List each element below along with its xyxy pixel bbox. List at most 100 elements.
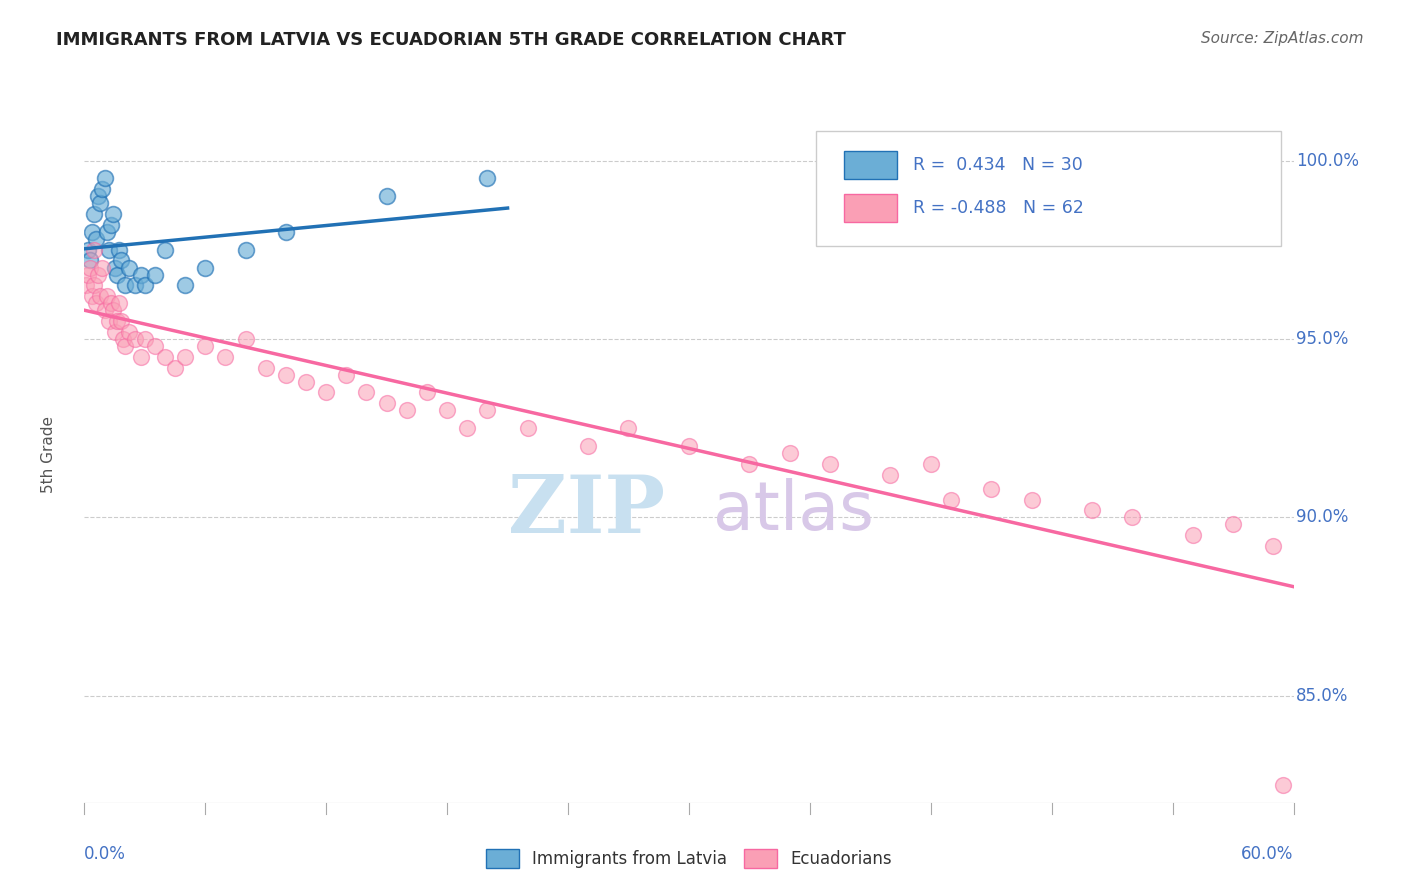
Point [118, 260, 141, 275]
Point [93, 303, 115, 318]
Point [110, 253, 132, 268]
Point [395, 403, 418, 417]
Point [93, 171, 115, 186]
Point [82, 225, 104, 239]
Point [1121, 510, 1143, 524]
Point [456, 421, 478, 435]
Text: 95.0%: 95.0% [1296, 330, 1348, 348]
Point [153, 243, 176, 257]
FancyBboxPatch shape [844, 194, 897, 222]
Point [77, 268, 100, 282]
Point [1263, 539, 1285, 553]
Point [516, 421, 538, 435]
Point [111, 332, 134, 346]
Point [295, 375, 318, 389]
Point [89, 289, 111, 303]
Point [1181, 528, 1204, 542]
Text: IMMIGRANTS FROM LATVIA VS ECUADORIAN 5TH GRADE CORRELATION CHART: IMMIGRANTS FROM LATVIA VS ECUADORIAN 5TH… [56, 31, 846, 49]
Point [375, 189, 398, 203]
Point [101, 207, 124, 221]
Point [104, 260, 127, 275]
Point [124, 278, 146, 293]
FancyBboxPatch shape [844, 151, 897, 178]
Point [89, 196, 111, 211]
Point [617, 421, 640, 435]
Point [87, 189, 110, 203]
Point [114, 339, 136, 353]
Point [75, 278, 97, 293]
Point [77, 243, 100, 257]
Text: ZIP: ZIP [508, 472, 665, 549]
Point [477, 171, 499, 186]
Point [274, 225, 297, 239]
Text: Source: ZipAtlas.com: Source: ZipAtlas.com [1201, 31, 1364, 46]
Point [91, 182, 114, 196]
Point [129, 350, 152, 364]
Point [315, 385, 337, 400]
Point [100, 218, 122, 232]
Point [104, 325, 127, 339]
Point [254, 360, 277, 375]
Point [91, 260, 114, 275]
Point [678, 439, 700, 453]
Text: atlas: atlas [713, 477, 875, 543]
Point [214, 350, 236, 364]
Point [86, 296, 108, 310]
Point [83, 243, 105, 257]
Point [129, 268, 152, 282]
Point [174, 350, 197, 364]
Point [79, 253, 101, 268]
Text: 85.0%: 85.0% [1296, 687, 1348, 705]
Legend: Immigrants from Latvia, Ecuadorians: Immigrants from Latvia, Ecuadorians [479, 842, 898, 874]
Point [143, 268, 166, 282]
Point [1222, 517, 1244, 532]
Text: R =  0.434   N = 30: R = 0.434 N = 30 [912, 156, 1083, 174]
Point [86, 232, 108, 246]
Point [576, 439, 599, 453]
Point [107, 296, 129, 310]
Point [375, 396, 398, 410]
Point [105, 268, 128, 282]
Point [416, 385, 439, 400]
Point [980, 482, 1002, 496]
Point [153, 350, 176, 364]
Point [134, 332, 156, 346]
Point [235, 243, 257, 257]
Point [165, 360, 187, 375]
Point [1272, 778, 1295, 792]
Point [477, 403, 499, 417]
Text: 60.0%: 60.0% [1241, 845, 1294, 863]
Point [335, 368, 357, 382]
Point [356, 385, 378, 400]
Text: 90.0%: 90.0% [1296, 508, 1348, 526]
Point [114, 278, 136, 293]
Point [105, 314, 128, 328]
Point [194, 260, 217, 275]
Text: 100.0%: 100.0% [1296, 152, 1360, 169]
Point [118, 325, 141, 339]
Point [96, 289, 118, 303]
Point [738, 457, 761, 471]
Point [100, 296, 122, 310]
Point [939, 492, 962, 507]
Point [82, 289, 104, 303]
FancyBboxPatch shape [815, 131, 1281, 246]
Point [235, 332, 257, 346]
Point [1021, 492, 1043, 507]
Point [1081, 503, 1104, 517]
Point [101, 303, 124, 318]
Point [97, 314, 120, 328]
Point [879, 467, 901, 482]
Point [87, 268, 110, 282]
Point [134, 278, 156, 293]
Point [96, 225, 118, 239]
Point [83, 207, 105, 221]
Point [436, 403, 458, 417]
Point [274, 368, 297, 382]
Point [174, 278, 197, 293]
Point [79, 260, 101, 275]
Point [194, 339, 217, 353]
Text: 5th Grade: 5th Grade [41, 417, 56, 493]
Point [818, 457, 841, 471]
Point [143, 339, 166, 353]
